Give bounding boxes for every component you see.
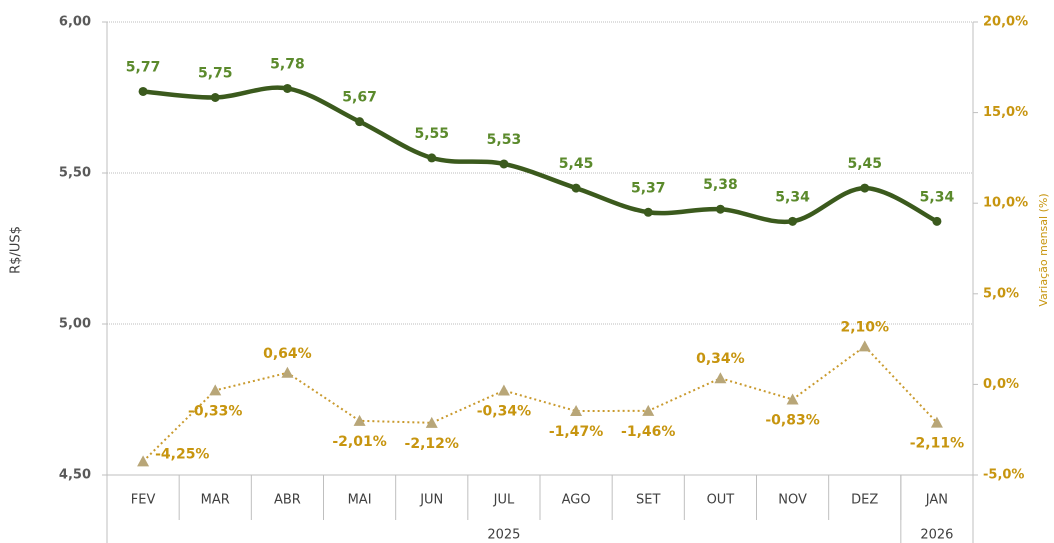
y-tick-label: 5,50 <box>59 166 91 181</box>
data-label: 0,34% <box>696 351 745 367</box>
x-tick-label: MAR <box>201 493 230 508</box>
y-axis-label: R$/US$ <box>9 226 24 274</box>
marker <box>281 366 294 378</box>
data-label: 0,64% <box>263 346 312 362</box>
marker <box>427 153 437 163</box>
y2-tick-label: -5,0% <box>983 468 1024 483</box>
data-label: -2,11% <box>910 436 964 452</box>
y2-tick-label: 20,0% <box>983 15 1028 30</box>
data-label: 5,55 <box>414 126 449 142</box>
y-tick-label: 5,00 <box>59 317 91 332</box>
series-line <box>142 85 938 225</box>
x-tick-label: JUN <box>419 493 443 508</box>
data-label: -2,01% <box>332 434 386 450</box>
marker <box>137 455 150 467</box>
marker <box>642 404 655 416</box>
data-label: -2,12% <box>405 436 459 452</box>
y-tick-label: 6,00 <box>59 15 91 30</box>
y-tick-label: 4,50 <box>59 468 91 483</box>
y2-tick-label: 15,0% <box>983 105 1028 120</box>
marker <box>499 159 509 169</box>
x-tick-label: JUL <box>493 493 515 508</box>
data-label: 5,78 <box>270 56 305 72</box>
marker <box>497 384 510 396</box>
x-tick-label: AGO <box>562 493 591 508</box>
marker <box>858 340 871 352</box>
marker <box>932 216 942 226</box>
data-label: 5,45 <box>847 156 882 172</box>
data-label: 5,38 <box>703 177 738 193</box>
data-label: 2,10% <box>840 319 889 335</box>
marker <box>714 372 727 384</box>
x-tick-label: FEV <box>131 493 156 508</box>
y2-tick-label: 0,0% <box>983 377 1019 392</box>
y2-axis-label: Variação mensal (%) <box>1037 193 1050 306</box>
marker <box>138 86 148 96</box>
marker <box>355 117 365 127</box>
marker <box>786 393 799 405</box>
data-label: -4,25% <box>155 446 209 462</box>
data-label: 5,34 <box>775 189 810 205</box>
marker <box>282 83 292 93</box>
x-group-label: 2026 <box>920 528 953 543</box>
data-label: 5,37 <box>631 180 666 196</box>
data-label: -0,33% <box>188 403 242 419</box>
marker <box>353 414 366 426</box>
data-label: -1,47% <box>549 424 603 440</box>
marker <box>930 416 943 428</box>
data-label: 5,77 <box>126 59 161 75</box>
series-line <box>142 345 938 463</box>
marker <box>570 405 583 417</box>
marker <box>210 93 220 102</box>
x-tick-label: OUT <box>707 493 735 508</box>
marker <box>571 183 581 193</box>
data-label: 5,53 <box>487 132 522 148</box>
marker <box>209 384 222 396</box>
data-label: 5,67 <box>342 90 377 106</box>
marker <box>643 207 653 217</box>
y2-tick-label: 5,0% <box>983 286 1019 301</box>
x-tick-label: NOV <box>778 493 807 508</box>
x-tick-label: MAI <box>348 493 372 508</box>
x-tick-label: SET <box>636 493 660 508</box>
marker <box>715 204 725 214</box>
marker <box>860 183 870 193</box>
data-label: 5,34 <box>920 189 955 205</box>
x-group-label: 2025 <box>487 528 520 543</box>
x-tick-label: DEZ <box>851 493 878 508</box>
y2-tick-label: 10,0% <box>983 196 1028 211</box>
data-label: -1,46% <box>621 424 675 440</box>
marker <box>788 216 798 226</box>
data-label: 5,45 <box>559 156 594 172</box>
data-label: -0,34% <box>477 404 531 420</box>
data-label: 5,75 <box>198 66 233 82</box>
x-tick-label: JAN <box>925 493 948 508</box>
marker <box>425 416 438 428</box>
x-tick-label: ABR <box>274 493 301 508</box>
data-label: -0,83% <box>765 412 819 428</box>
